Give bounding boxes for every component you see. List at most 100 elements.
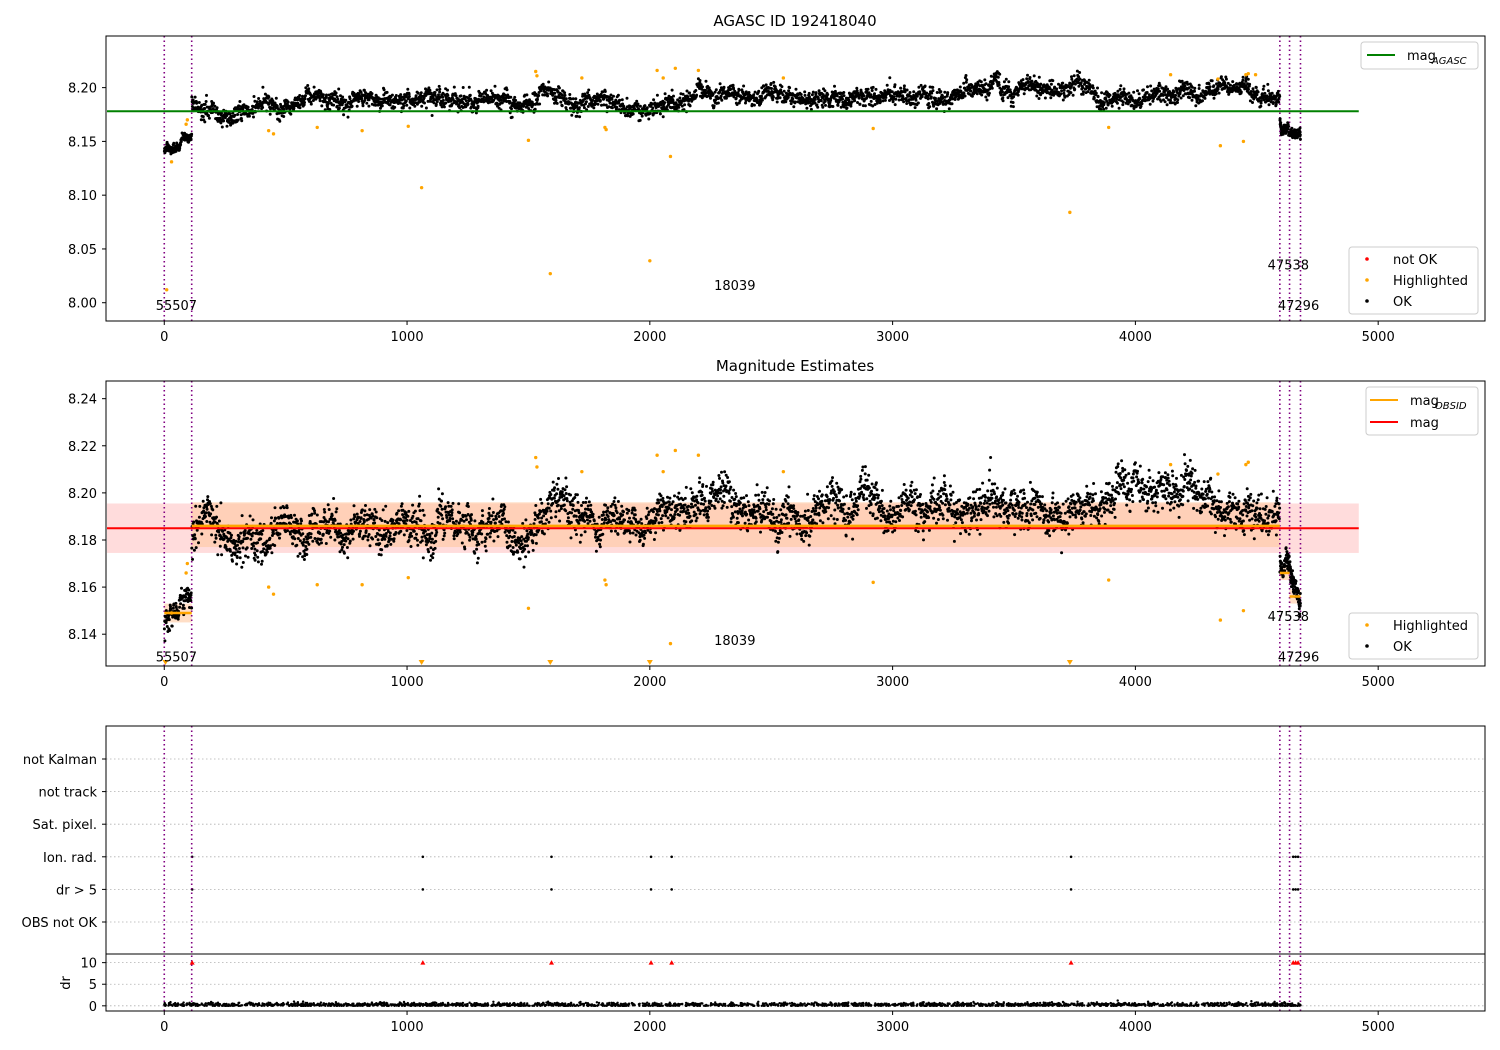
agasc-ok-point xyxy=(722,85,726,89)
agasc-ok-point xyxy=(1096,86,1099,90)
agasc-ok-point xyxy=(402,97,406,101)
agasc-ok-point xyxy=(203,102,207,106)
agasc-ok-point xyxy=(905,102,909,105)
estimates-ok-point xyxy=(179,602,183,606)
estimates-ok-point xyxy=(549,509,553,513)
estimates-ok-point xyxy=(296,537,300,540)
agasc-ok-point xyxy=(298,94,302,97)
agasc-ok-point xyxy=(997,83,1001,87)
agasc-ok-point xyxy=(518,101,522,105)
agasc-ok-point xyxy=(789,102,793,106)
agasc-ok-point xyxy=(414,94,418,98)
estimates-ok-point xyxy=(468,535,472,539)
agasc-ok-point xyxy=(770,87,773,90)
agasc-magnitude-panel: AGASC ID 192418040 55507180394753847296 … xyxy=(68,12,1486,345)
agasc-ok-point xyxy=(885,83,889,87)
estimates-ok-point xyxy=(555,492,559,496)
agasc-ok-point xyxy=(718,82,722,86)
estimates-ok-point xyxy=(376,538,380,542)
estimates-ok-point xyxy=(481,514,485,518)
estimates-ok-point xyxy=(480,532,484,536)
estimates-ok-point xyxy=(307,542,311,546)
agasc-ok-point xyxy=(752,103,756,107)
estimates-ok-point xyxy=(268,536,272,540)
agasc-ok-point xyxy=(1007,85,1011,89)
agasc-obsid-label: 47538 xyxy=(1268,258,1309,273)
estimates-ok-point xyxy=(431,556,435,560)
estimates-ok-point xyxy=(178,605,182,609)
estimates-ok-point xyxy=(522,565,526,569)
estimates-ok-point xyxy=(215,504,219,508)
agasc-ok-point xyxy=(831,105,835,108)
estimates-ok-point xyxy=(214,536,218,540)
agasc-ok-point xyxy=(842,94,846,98)
estimates-ok-point xyxy=(487,507,491,510)
estimates-ok-point xyxy=(342,551,346,555)
agasc-ok-point xyxy=(658,112,662,116)
agasc-ok-point xyxy=(1278,117,1282,121)
agasc-ok-point xyxy=(1290,126,1294,130)
agasc-legend-point-marker-1 xyxy=(1365,278,1369,282)
agasc-y-tick-label: 8.00 xyxy=(68,297,97,312)
agasc-ok-point xyxy=(304,86,308,90)
estimates-ok-point xyxy=(204,511,208,515)
estimates-ok-point xyxy=(520,535,524,539)
agasc-ok-point xyxy=(252,95,256,98)
agasc-ok-point xyxy=(737,88,741,92)
estimates-ok-point xyxy=(480,540,484,544)
agasc-highlighted-point xyxy=(185,118,190,122)
estimates-ok-point xyxy=(238,550,242,554)
agasc-ok-point xyxy=(449,99,453,103)
agasc-ok-point xyxy=(461,86,465,89)
estimates-ok-point xyxy=(388,531,392,535)
agasc-ok-point xyxy=(883,98,887,102)
agasc-ok-point xyxy=(422,96,426,100)
agasc-ok-point xyxy=(1140,102,1144,106)
estimates-ok-point xyxy=(415,538,419,542)
agasc-ok-point xyxy=(947,107,951,111)
estimates-ok-point xyxy=(415,532,418,536)
estimates-ok-point xyxy=(305,553,309,556)
estimates-ok-point xyxy=(451,501,455,505)
agasc-ok-point xyxy=(1087,78,1091,82)
agasc-ok-point xyxy=(306,84,310,87)
estimates-ok-point xyxy=(288,532,292,536)
agasc-ok-point xyxy=(489,89,493,93)
agasc-highlighted-point xyxy=(1246,71,1250,76)
estimates-ok-point xyxy=(418,509,422,513)
agasc-ok-point xyxy=(1231,80,1235,84)
agasc-ok-point xyxy=(1138,97,1142,101)
agasc-ok-point xyxy=(464,99,468,103)
estimates-ok-point xyxy=(516,550,520,554)
agasc-ok-point xyxy=(554,98,558,102)
agasc-ok-point xyxy=(987,91,991,95)
estimates-ok-point xyxy=(492,539,496,543)
estimates-ok-point xyxy=(359,516,363,520)
agasc-ok-point xyxy=(437,84,441,88)
agasc-ok-point xyxy=(760,98,764,102)
agasc-ok-point xyxy=(536,97,539,101)
agasc-ok-point xyxy=(407,92,411,96)
agasc-x-tick-label: 0 xyxy=(160,330,168,345)
agasc-highlighted-point xyxy=(668,154,673,159)
estimates-ok-point xyxy=(443,531,447,535)
agasc-ok-point xyxy=(643,104,647,108)
estimates-ok-point xyxy=(469,518,473,522)
estimates-ok-point xyxy=(211,508,215,512)
estimates-ok-point xyxy=(410,534,414,538)
estimates-ok-point xyxy=(252,544,255,548)
estimates-ok-point xyxy=(446,501,450,505)
estimates-ok-point xyxy=(248,514,252,518)
agasc-ok-point xyxy=(683,103,687,107)
agasc-ok-point xyxy=(821,105,825,109)
agasc-ok-point xyxy=(1051,79,1055,83)
estimates-ok-point xyxy=(230,533,233,537)
estimates-ok-point xyxy=(313,511,317,515)
agasc-highlighted-point xyxy=(406,124,410,129)
agasc-ok-point xyxy=(193,95,197,99)
agasc-ok-point xyxy=(541,82,545,86)
estimates-ok-point xyxy=(373,507,377,511)
agasc-ok-point xyxy=(261,106,265,109)
agasc-ok-point xyxy=(1132,90,1136,94)
estimates-ok-point xyxy=(162,627,166,631)
